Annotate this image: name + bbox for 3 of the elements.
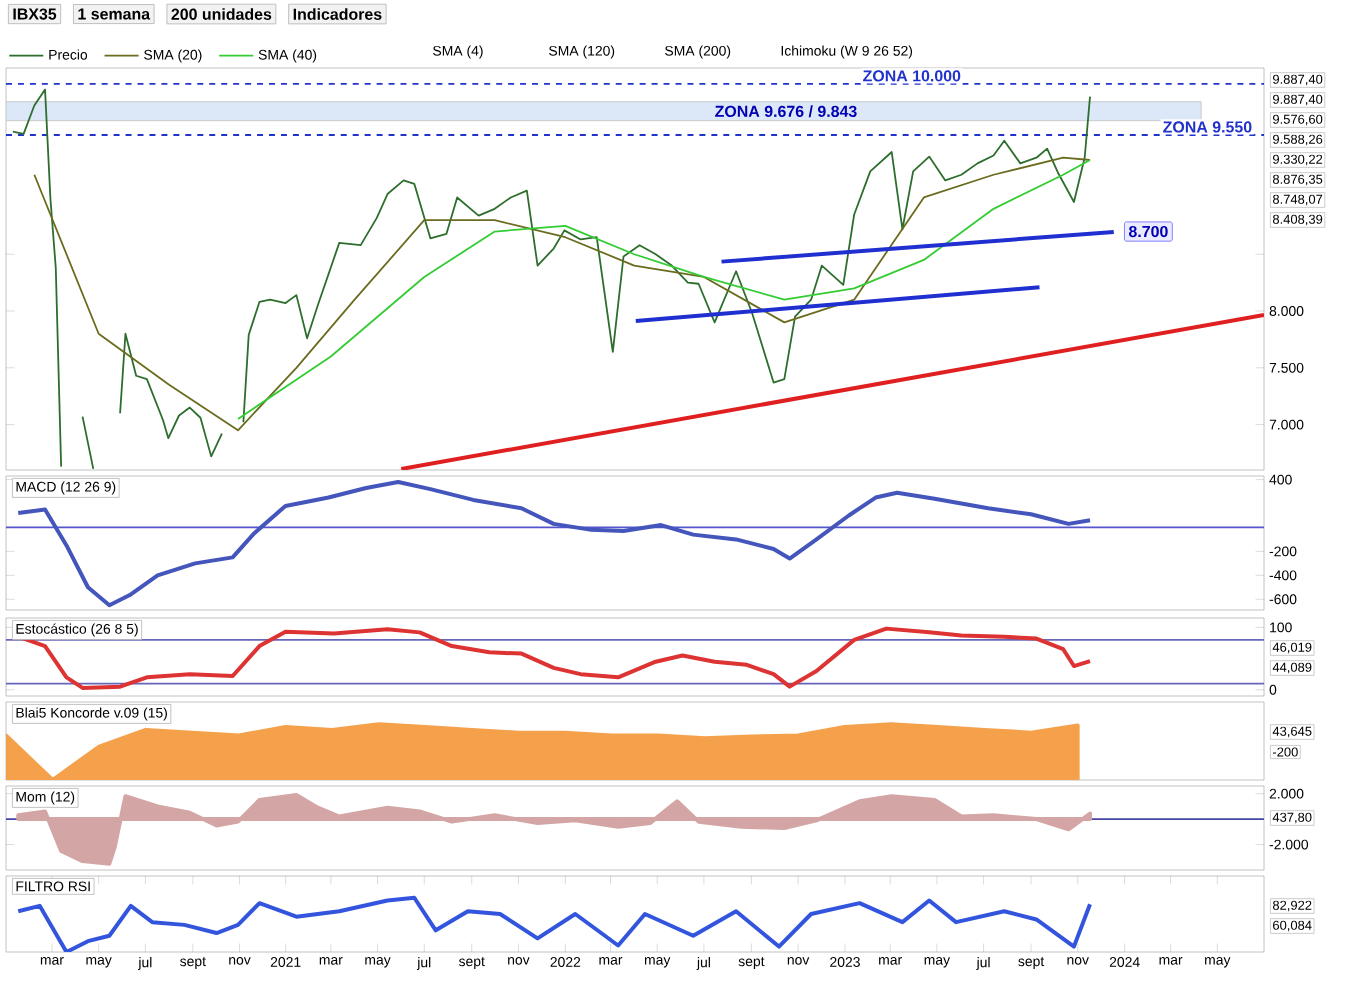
line-series (16, 479, 1093, 608)
line-series (33, 156, 1091, 432)
line-series (237, 159, 1091, 420)
